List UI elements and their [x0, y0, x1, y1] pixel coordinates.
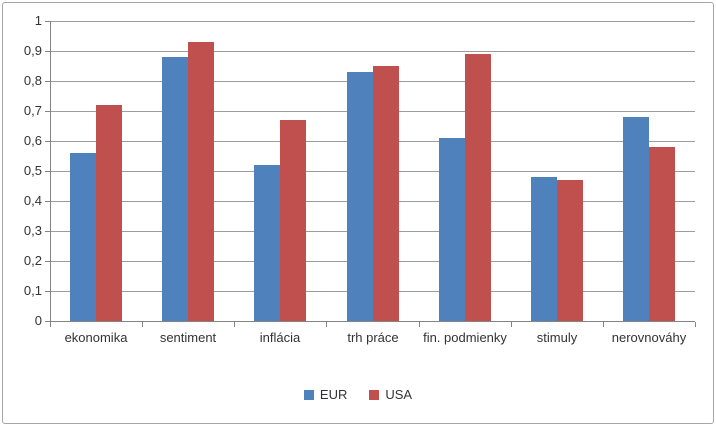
x-axis-tick [695, 322, 696, 327]
y-axis-tick [45, 260, 50, 262]
y-tick-label: 0,9 [23, 43, 42, 58]
legend-swatch-usa [369, 389, 380, 400]
legend-item-usa: USA [369, 387, 412, 402]
x-axis-line [50, 321, 695, 322]
y-axis-tick [45, 80, 50, 82]
bar-usa-5 [557, 180, 583, 321]
y-tick-label: 0,1 [23, 283, 42, 298]
category-label-5: stimuly [536, 330, 578, 345]
chart-legend: EUR USA [0, 387, 716, 402]
y-tick-label: 0,6 [23, 133, 42, 148]
bar-eur-2 [254, 165, 280, 321]
bar-eur-0 [70, 153, 96, 321]
x-axis-tick [50, 322, 51, 327]
x-axis-tick [510, 322, 512, 327]
bar-eur-6 [623, 117, 649, 321]
y-axis-tick [45, 50, 50, 52]
bar-usa-0 [96, 105, 122, 321]
y-tick-label: 0,3 [23, 223, 42, 238]
y-axis-tick [45, 320, 50, 322]
y-axis-tick [45, 140, 50, 142]
category-label-4: fin. podmienky [423, 330, 507, 345]
gridline [50, 20, 695, 22]
category-label-2: inflácia [259, 330, 301, 345]
legend-label-usa: USA [385, 387, 413, 402]
legend-item-eur: EUR [303, 387, 348, 402]
category-label-1: sentiment [159, 330, 217, 345]
bar-eur-4 [439, 138, 465, 321]
bar-usa-4 [465, 54, 491, 321]
y-tick-label: 0,2 [23, 253, 42, 268]
y-tick-label: 0,7 [23, 103, 42, 118]
category-label-6: nerovnováhy [611, 330, 687, 345]
bar-usa-1 [188, 42, 214, 321]
bar-usa-2 [280, 120, 306, 321]
y-axis-tick [45, 20, 50, 22]
bar-usa-6 [649, 147, 675, 321]
legend-label-eur: EUR [319, 387, 348, 402]
category-label-3: trh práce [347, 330, 399, 345]
y-tick-label: 0 [34, 313, 42, 328]
category-label-0: ekonomika [64, 330, 128, 345]
y-tick-label: 0,4 [23, 193, 42, 208]
y-axis-tick [45, 230, 50, 232]
x-axis-tick [234, 322, 236, 327]
bar-usa-3 [373, 66, 399, 321]
gridline [50, 50, 695, 52]
y-tick-label: 1 [34, 13, 42, 28]
y-axis-tick [45, 110, 50, 112]
legend-swatch-eur [303, 389, 314, 400]
y-axis-tick [45, 290, 50, 292]
y-axis-line [50, 21, 51, 322]
x-axis-tick [142, 322, 144, 327]
x-axis-tick [602, 322, 604, 327]
y-tick-label: 0,5 [23, 163, 42, 178]
bar-eur-5 [531, 177, 557, 321]
y-axis-tick [45, 200, 50, 202]
y-axis-tick [45, 170, 50, 172]
y-tick-label: 0,8 [23, 73, 42, 88]
bar-eur-1 [162, 57, 188, 321]
bar-eur-3 [347, 72, 373, 321]
x-axis-tick [326, 322, 328, 327]
x-axis-tick [418, 322, 420, 327]
